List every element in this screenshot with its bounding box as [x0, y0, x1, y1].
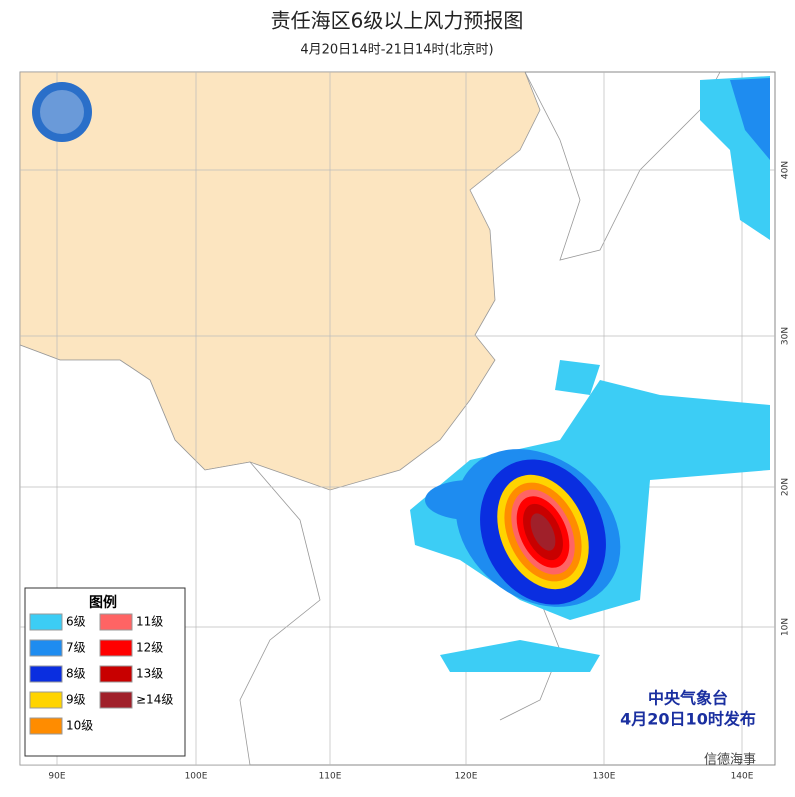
legend-label: 11级	[136, 615, 163, 629]
logo-inner	[40, 90, 84, 134]
logo	[32, 82, 92, 142]
legend-title: 图例	[89, 594, 117, 611]
legend-swatch	[29, 613, 63, 631]
wind-6	[440, 640, 600, 672]
legend-swatch	[99, 665, 133, 683]
agency: 中央气象台	[648, 689, 728, 708]
watermark: 信德海事	[704, 753, 756, 768]
lat-label: 40N	[781, 161, 791, 179]
legend-label: ≥14级	[136, 693, 173, 707]
wind-areas	[410, 76, 770, 672]
legend-label: 10级	[66, 719, 93, 733]
lat-label: 10N	[781, 618, 791, 636]
wind-6	[555, 360, 600, 395]
legend-label: 9级	[66, 693, 86, 707]
legend-swatch	[99, 691, 133, 709]
korea-japan-coast	[524, 71, 721, 261]
lon-label: 140E	[731, 772, 754, 782]
legend-label: 7级	[66, 641, 86, 655]
legend: 图例 6级 7级 8级 9级 10级 11级 12级 13级 ≥14级	[24, 587, 186, 757]
lon-label: 120E	[455, 772, 478, 782]
legend-label: 8级	[66, 667, 86, 681]
legend-swatch	[29, 639, 63, 657]
lat-label: 20N	[781, 478, 791, 496]
legend-swatch	[29, 691, 63, 709]
legend-items: 6级 7级 8级 9级 10级 11级 12级 13级 ≥14级	[29, 613, 173, 735]
legend-swatch	[99, 613, 133, 631]
lat-labels: 10N 20N 30N 40N	[781, 161, 791, 636]
lon-labels: 90E 100E 110E 120E 130E 140E	[48, 772, 753, 782]
legend-swatch	[29, 717, 63, 735]
legend-label: 6级	[66, 615, 86, 629]
legend-label: 13级	[136, 667, 163, 681]
lat-label: 30N	[781, 327, 791, 345]
subtitle: 4月20日14时-21日14时(北京时)	[300, 43, 493, 58]
wind-14	[530, 513, 556, 551]
title: 责任海区6级以上风力预报图	[271, 9, 524, 33]
legend-swatch	[29, 665, 63, 683]
lon-label: 130E	[593, 772, 616, 782]
legend-label: 12级	[136, 641, 163, 655]
lon-label: 90E	[48, 772, 65, 782]
legend-swatch	[99, 639, 133, 657]
lon-label: 110E	[319, 772, 342, 782]
wind-7	[730, 78, 770, 160]
lon-label: 100E	[185, 772, 208, 782]
issue-time: 4月20日10时发布	[620, 710, 756, 729]
map	[19, 71, 776, 766]
